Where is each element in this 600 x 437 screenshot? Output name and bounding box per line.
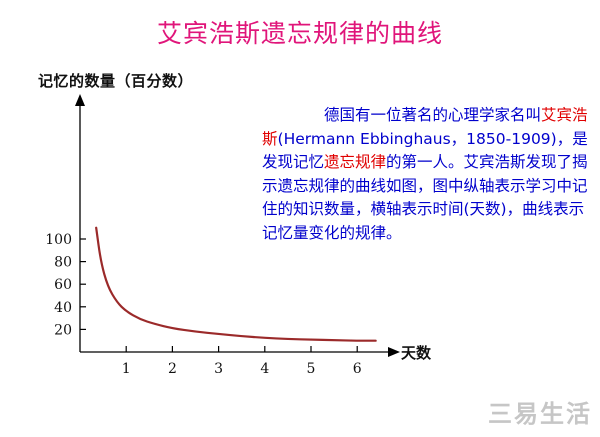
x-tick-label: 4 (260, 361, 269, 377)
y-tick-label: 20 (54, 322, 72, 338)
x-tick-label: 1 (122, 361, 131, 377)
y-axis-arrow (75, 94, 85, 106)
x-tick-label: 5 (307, 361, 316, 377)
ebbinghaus-name: 艾宾浩斯 (262, 106, 588, 148)
description-text: 德国有一位著名的心理学家名叫艾宾浩斯(Hermann Ebbinghaus，18… (262, 104, 592, 245)
description-part1: 德国有一位著名的心理学家名叫 (324, 106, 542, 124)
x-axis-arrow (388, 347, 400, 357)
x-axis-label: 天数 (401, 344, 432, 362)
description-part2: (Hermann Ebbinghaus，1850-1909)，是发现记忆 (262, 129, 588, 172)
x-tick-label: 2 (168, 361, 177, 377)
x-tick-label: 3 (214, 361, 223, 377)
slide-title: 艾宾浩斯遗忘规律的曲线 (156, 19, 443, 48)
watermark-logo: 三易生活 (488, 400, 592, 428)
description-part3: 的第一人。艾宾浩斯发现了揭示遗忘规律的曲线如图，图中纵轴表示学习中记住的知识数量… (262, 153, 588, 242)
forgetting-curve-line (95, 226, 377, 342)
forgetting-law: 遗忘规律 (324, 153, 387, 171)
y-tick-label: 100 (45, 232, 72, 248)
y-tick-label: 80 (54, 255, 72, 271)
x-tick-label: 6 (353, 361, 362, 377)
y-tick-label: 40 (54, 300, 72, 316)
y-tick-label: 60 (54, 277, 72, 293)
y-axis-label: 记忆的数量（百分数） (38, 72, 194, 90)
